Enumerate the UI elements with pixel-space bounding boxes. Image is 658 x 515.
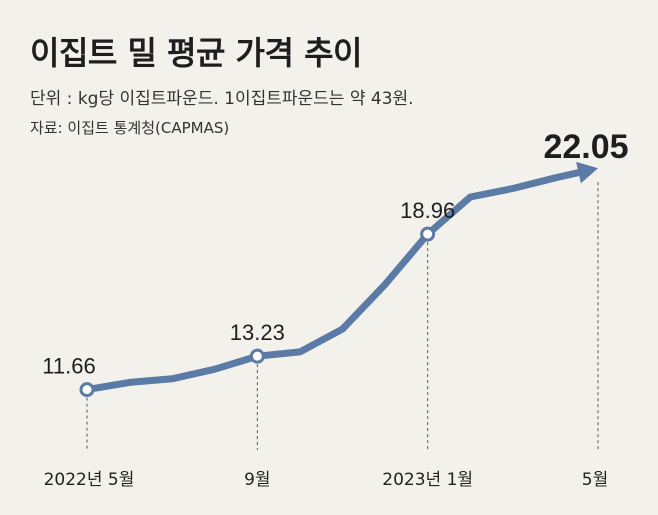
data-label: 13.23 [230, 320, 285, 345]
x-tick-label: 2022년 5월 [44, 470, 135, 490]
x-tick-label: 9월 [244, 470, 270, 490]
data-point-marker [79, 382, 95, 398]
data-point-marker [249, 348, 265, 364]
x-tick-label: 5월 [582, 470, 608, 490]
data-point-marker [420, 226, 436, 242]
data-label: 18.96 [400, 198, 455, 223]
x-axis-tick-labels: 2022년 5월 9월 2023년 1월 5월 [44, 470, 609, 490]
x-tick-label: 2023년 1월 [382, 470, 473, 490]
arrow-head-icon [576, 161, 598, 184]
data-markers [79, 226, 436, 398]
chart-source: 자료: 이집트 통계청(CAPMAS) [30, 119, 230, 137]
chart-subtitle: 단위 : kg당 이집트파운드. 1이집트파운드는 약 43원. [30, 89, 414, 109]
data-label: 11.66 [42, 354, 95, 379]
chart-title: 이집트 밀 평균 가격 추이 [30, 34, 362, 72]
price-series-line [83, 168, 584, 394]
guide-lines [86, 182, 599, 450]
data-label: 22.05 [543, 128, 628, 166]
data-labels: 11.66 13.23 18.96 22.05 [42, 128, 628, 379]
